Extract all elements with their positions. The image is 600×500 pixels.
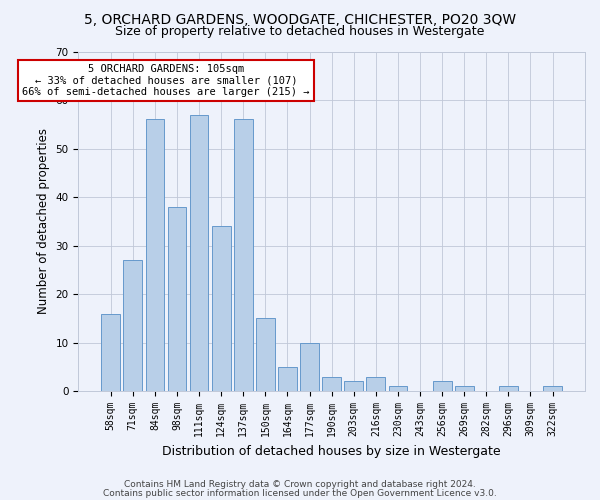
Text: Contains HM Land Registry data © Crown copyright and database right 2024.: Contains HM Land Registry data © Crown c… [124,480,476,489]
Bar [389,386,407,391]
Bar [367,376,385,391]
Bar [190,114,208,391]
Bar [278,367,297,391]
Text: Contains public sector information licensed under the Open Government Licence v3: Contains public sector information licen… [103,488,497,498]
Bar [212,226,230,391]
Text: 5 ORCHARD GARDENS: 105sqm
← 33% of detached houses are smaller (107)
66% of semi: 5 ORCHARD GARDENS: 105sqm ← 33% of detac… [22,64,310,97]
Bar [300,342,319,391]
Bar [234,120,253,391]
Bar [543,386,562,391]
Bar [146,120,164,391]
Text: 5, ORCHARD GARDENS, WOODGATE, CHICHESTER, PO20 3QW: 5, ORCHARD GARDENS, WOODGATE, CHICHESTER… [84,12,516,26]
Bar [167,207,187,391]
Bar [322,376,341,391]
Text: Size of property relative to detached houses in Westergate: Size of property relative to detached ho… [115,25,485,38]
Bar [499,386,518,391]
Y-axis label: Number of detached properties: Number of detached properties [37,128,50,314]
Bar [344,382,363,391]
X-axis label: Distribution of detached houses by size in Westergate: Distribution of detached houses by size … [163,444,501,458]
Bar [455,386,473,391]
Bar [256,318,275,391]
Bar [101,314,120,391]
Bar [124,260,142,391]
Bar [433,382,452,391]
